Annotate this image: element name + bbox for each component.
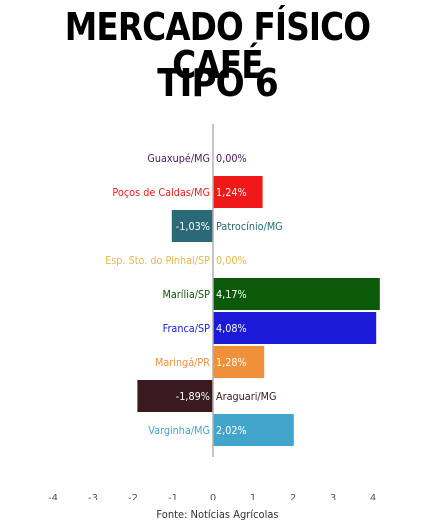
x-tick-label-7: 3	[330, 493, 336, 500]
category-label-1: Poços de Caldas/MG	[112, 187, 210, 200]
category-label-6: Maringá/PR	[155, 357, 210, 370]
value-label-2: -1,03%	[176, 221, 210, 234]
category-label-7: Araguari/MG	[216, 391, 277, 404]
category-label-3: Esp. Sto. do Pinhal/SP	[105, 255, 210, 268]
value-label-1: 1,24%	[216, 187, 247, 200]
bar-7	[137, 380, 213, 412]
chart-title-line2: TIPO 6	[157, 61, 278, 105]
x-tick-label-1: -3	[88, 493, 98, 500]
value-label-5: 4,08%	[216, 323, 247, 336]
category-label-8: Varginha/MG	[148, 425, 210, 438]
chart-title-line1: MERCADO FÍSICO CAFÉ	[64, 5, 371, 87]
category-label-2: Patrocínio/MG	[216, 221, 283, 234]
bar-8	[213, 414, 294, 446]
x-tick-label-0: -4	[48, 493, 58, 500]
category-label-0: Guaxupé/MG	[147, 153, 210, 166]
x-tick-label-2: -2	[128, 493, 138, 500]
bar-4	[213, 278, 380, 310]
bar-6	[213, 346, 265, 378]
bar-5	[213, 312, 377, 344]
x-tick-label-4: 0	[210, 493, 216, 500]
x-tick-label-3: -1	[168, 493, 178, 500]
x-tick-label-5: 1	[250, 493, 256, 500]
x-tick-label-8: 4	[370, 493, 376, 500]
x-tick-label-6: 2	[290, 493, 296, 500]
value-label-6: 1,28%	[216, 357, 247, 370]
bar-1	[213, 176, 263, 208]
value-label-3: 0,00%	[216, 255, 247, 268]
chart-source: Fonte: Notícias Agrícolas	[156, 508, 279, 521]
bar-chart: Guaxupé/MG 0,00% Poços de Caldas/MG 1,24% Pa…	[48, 124, 380, 500]
value-label-7: -1,89%	[176, 391, 210, 404]
category-label-4: Marília/SP	[162, 289, 210, 302]
value-label-8: 2,02%	[216, 425, 247, 438]
category-label-5: Franca/SP	[163, 323, 210, 336]
value-label-0: 0,00%	[216, 153, 247, 166]
bar-2	[171, 210, 213, 242]
value-label-4: 4,17%	[216, 289, 247, 302]
